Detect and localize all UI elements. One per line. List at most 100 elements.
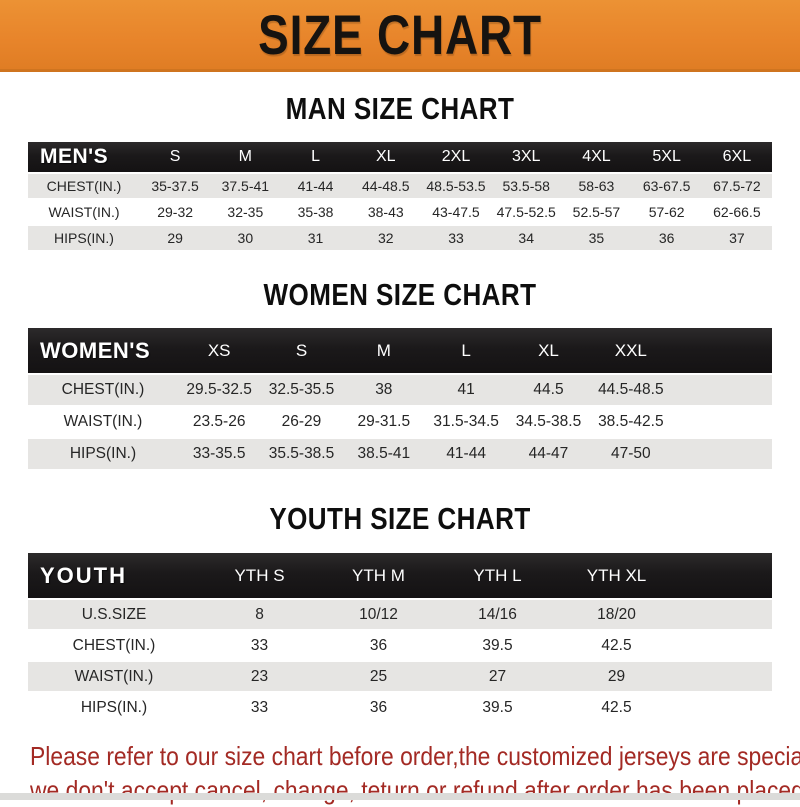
row-label: HIPS(IN.) bbox=[28, 226, 140, 250]
size-value-cell: 34 bbox=[491, 226, 562, 250]
size-value-cell: 30 bbox=[210, 226, 281, 250]
size-column-header: M bbox=[210, 142, 281, 172]
womens-size-table: WOMEN'S XS S M L XL XXL CHEST(IN.) 29.5-32.5 32.5… bbox=[28, 326, 772, 471]
row-label: WAIST(IN.) bbox=[28, 200, 140, 224]
mens-size-table: MEN'S S M L XL 2XL 3XL 4XL 5XL 6XL CHEST(IN.) 35-37… bbox=[28, 140, 772, 252]
size-value-cell: 36 bbox=[319, 631, 438, 660]
size-value-cell: 26-29 bbox=[260, 407, 343, 437]
size-value-cell: 57-62 bbox=[631, 200, 702, 224]
size-header-row: WOMEN'S XS S M L XL XXL bbox=[28, 328, 772, 373]
measurement-row: CHEST(IN.) 33 36 39.5 42.5 bbox=[28, 631, 772, 660]
measurement-row: CHEST(IN.) 35-37.5 37.5-41 41-44 44-48.5 48.5… bbox=[28, 174, 772, 198]
youth-section-heading: YOUTH SIZE CHART bbox=[269, 501, 531, 536]
size-column-header: M bbox=[342, 328, 425, 373]
size-value-cell: 29 bbox=[140, 226, 211, 250]
size-column-header: YTH L bbox=[438, 553, 557, 598]
row-label: CHEST(IN.) bbox=[28, 375, 178, 405]
size-value-cell: 47-50 bbox=[589, 439, 672, 469]
size-value-cell: 63-67.5 bbox=[631, 174, 702, 198]
size-value-cell: 35.5-38.5 bbox=[260, 439, 343, 469]
size-column-header: 4XL bbox=[561, 142, 632, 172]
banner-title: SIZE CHART bbox=[258, 3, 542, 66]
size-column-header: XS bbox=[178, 328, 261, 373]
mens-size-section: MAN SIZE CHART MEN'S S M L XL 2XL 3XL 4XL 5XL 6XL… bbox=[0, 91, 800, 252]
disclaimer-line-1: Please refer to our size chart before or… bbox=[30, 741, 800, 771]
size-chart-banner: SIZE CHART bbox=[0, 0, 800, 72]
row-label: HIPS(IN.) bbox=[28, 693, 200, 722]
size-value-cell: 36 bbox=[631, 226, 702, 250]
row-label: WAIST(IN.) bbox=[28, 662, 200, 691]
mens-section-heading: MAN SIZE CHART bbox=[285, 91, 515, 126]
spacer-cell bbox=[672, 407, 772, 437]
size-value-cell: 18/20 bbox=[557, 600, 676, 629]
size-value-cell: 29-31.5 bbox=[342, 407, 425, 437]
size-value-cell: 62-66.5 bbox=[701, 200, 772, 224]
size-value-cell: 8 bbox=[200, 600, 319, 629]
size-value-cell: 29 bbox=[557, 662, 676, 691]
size-value-cell: 67.5-72 bbox=[701, 174, 772, 198]
womens-size-section: WOMEN SIZE CHART WOMEN'S XS S M L XL XXL CHEST(… bbox=[0, 277, 800, 471]
measurement-row: HIPS(IN.) 29 30 31 32 33 34 35 36 37 bbox=[28, 226, 772, 250]
size-value-cell: 35-38 bbox=[280, 200, 351, 224]
size-value-cell: 33 bbox=[420, 226, 492, 250]
size-value-cell: 37 bbox=[701, 226, 772, 250]
disclaimer: Please refer to our size chart before or… bbox=[30, 739, 800, 807]
size-value-cell: 42.5 bbox=[557, 693, 676, 722]
size-value-cell: 34.5-38.5 bbox=[507, 407, 590, 437]
size-column-header: YTH XL bbox=[557, 553, 676, 598]
size-value-cell: 35-37.5 bbox=[140, 174, 211, 198]
size-value-cell: 43-47.5 bbox=[420, 200, 492, 224]
size-column-header: XXL bbox=[589, 328, 672, 373]
spacer-cell bbox=[676, 553, 772, 598]
size-value-cell: 23.5-26 bbox=[178, 407, 261, 437]
size-column-header: 5XL bbox=[631, 142, 702, 172]
size-value-cell: 47.5-52.5 bbox=[491, 200, 562, 224]
spacer-cell bbox=[676, 662, 772, 691]
size-column-header: YTH M bbox=[319, 553, 438, 598]
size-value-cell: 31.5-34.5 bbox=[424, 407, 508, 437]
size-value-cell: 38 bbox=[342, 375, 425, 405]
size-column-header: 6XL bbox=[701, 142, 772, 172]
measurement-row: CHEST(IN.) 29.5-32.5 32.5-35.5 38 41 44.5 44.5… bbox=[28, 375, 772, 405]
size-value-cell: 41-44 bbox=[280, 174, 351, 198]
size-value-cell: 38.5-42.5 bbox=[589, 407, 672, 437]
measurement-row: WAIST(IN.) 29-32 32-35 35-38 38-43 43-47.5 47.… bbox=[28, 200, 772, 224]
measurement-row: HIPS(IN.) 33 36 39.5 42.5 bbox=[28, 693, 772, 722]
spacer-cell bbox=[676, 631, 772, 660]
spacer-cell bbox=[676, 693, 772, 722]
size-column-header: XL bbox=[507, 328, 590, 373]
size-value-cell: 33 bbox=[200, 693, 319, 722]
size-value-cell: 33 bbox=[200, 631, 319, 660]
bottom-edge-strip bbox=[0, 793, 800, 800]
size-value-cell: 36 bbox=[319, 693, 438, 722]
spacer-cell bbox=[672, 328, 772, 373]
spacer-cell bbox=[672, 439, 772, 469]
size-column-header: L bbox=[280, 142, 351, 172]
size-value-cell: 29.5-32.5 bbox=[178, 375, 261, 405]
size-value-cell: 44-48.5 bbox=[350, 174, 421, 198]
row-label: CHEST(IN.) bbox=[28, 174, 140, 198]
size-value-cell: 44.5-48.5 bbox=[589, 375, 672, 405]
womens-section-heading: WOMEN SIZE CHART bbox=[263, 277, 537, 312]
size-value-cell: 44.5 bbox=[507, 375, 590, 405]
row-label: HIPS(IN.) bbox=[28, 439, 178, 469]
size-column-header: XL bbox=[350, 142, 421, 172]
size-value-cell: 25 bbox=[319, 662, 438, 691]
size-value-cell: 44-47 bbox=[507, 439, 590, 469]
size-value-cell: 39.5 bbox=[438, 631, 557, 660]
spacer-cell bbox=[676, 600, 772, 629]
group-label: WOMEN'S bbox=[28, 328, 178, 373]
size-value-cell: 58-63 bbox=[561, 174, 632, 198]
row-label: CHEST(IN.) bbox=[28, 631, 200, 660]
size-value-cell: 35 bbox=[561, 226, 632, 250]
size-value-cell: 27 bbox=[438, 662, 557, 691]
size-value-cell: 37.5-41 bbox=[210, 174, 281, 198]
size-column-header: 3XL bbox=[491, 142, 562, 172]
size-value-cell: 52.5-57 bbox=[561, 200, 632, 224]
group-label: YOUTH bbox=[28, 553, 200, 598]
measurement-row: WAIST(IN.) 23.5-26 26-29 29-31.5 31.5-34.5 34… bbox=[28, 407, 772, 437]
spacer-cell bbox=[672, 375, 772, 405]
measurement-row: WAIST(IN.) 23 25 27 29 bbox=[28, 662, 772, 691]
size-value-cell: 29-32 bbox=[140, 200, 211, 224]
measurement-row: HIPS(IN.) 33-35.5 35.5-38.5 38.5-41 41-44 44-… bbox=[28, 439, 772, 469]
